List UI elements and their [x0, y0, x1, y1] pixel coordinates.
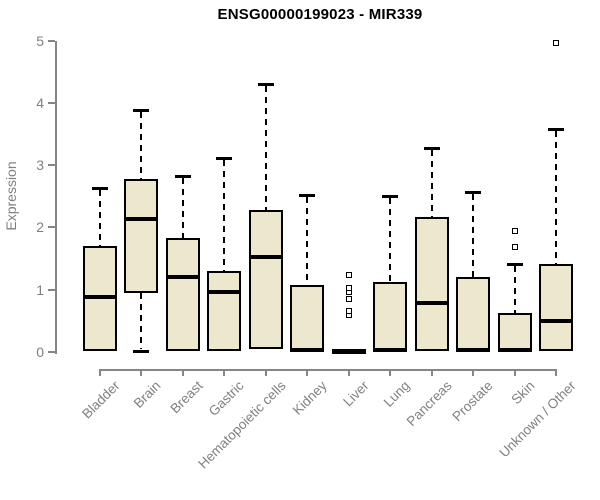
box: [539, 263, 573, 352]
upper-whisker-line: [98, 190, 101, 247]
median-line: [373, 348, 407, 353]
chart-title: ENSG00000199023 - MIR339: [217, 6, 423, 23]
outlier-point: [345, 271, 352, 278]
y-axis-tick: [48, 351, 55, 353]
x-axis-tick: [347, 368, 350, 376]
x-axis-tick: [513, 368, 516, 376]
upper-whisker-cap: [299, 194, 315, 197]
box: [456, 277, 490, 352]
y-axis-tick: [48, 164, 55, 167]
upper-whisker-cap: [506, 263, 523, 267]
box: [248, 209, 283, 349]
outlier-point: [345, 296, 352, 303]
y-axis-tick-label: 0: [36, 344, 44, 360]
x-axis-tick: [140, 368, 142, 376]
x-axis-tick: [472, 368, 474, 376]
upper-whisker-cap: [174, 175, 191, 179]
upper-whisker-line: [513, 266, 516, 314]
upper-whisker-line: [389, 197, 391, 282]
x-axis-line: [98, 368, 557, 371]
x-axis-tick: [181, 368, 184, 376]
median-line: [290, 348, 324, 353]
median-line: [497, 348, 532, 353]
y-axis-tick-label: 4: [36, 94, 44, 111]
median-line: [331, 348, 366, 353]
outlier-point: [345, 284, 352, 291]
box: [207, 271, 241, 351]
y-axis-tick: [48, 226, 55, 229]
upper-whisker-cap: [465, 190, 481, 194]
y-axis-tick-label: 1: [36, 281, 44, 298]
y-axis-tick: [48, 288, 55, 291]
upper-whisker-line: [223, 159, 225, 271]
upper-whisker-cap: [423, 146, 440, 150]
y-axis-line: [55, 40, 57, 354]
upper-whisker-cap: [91, 187, 108, 191]
y-axis-tick: [48, 101, 55, 104]
y-axis-tick-label: 5: [36, 32, 44, 49]
upper-whisker-cap: [216, 156, 232, 160]
upper-whisker-cap: [548, 127, 564, 131]
median-line: [414, 300, 449, 305]
x-axis-tick: [555, 368, 557, 376]
outlier-point: [553, 39, 559, 46]
box: [124, 179, 158, 293]
upper-whisker-line: [472, 193, 474, 278]
upper-whisker-cap: [382, 194, 398, 198]
x-axis-tick: [306, 368, 308, 376]
upper-whisker-line: [430, 149, 433, 217]
box: [165, 237, 200, 351]
x-axis-tick: [389, 368, 391, 376]
median-line: [248, 254, 283, 259]
upper-whisker-line: [181, 178, 184, 238]
upper-whisker-line: [306, 197, 308, 285]
box: [497, 313, 532, 352]
x-axis-tick: [430, 368, 433, 376]
outlier-point: [511, 244, 518, 251]
median-line: [207, 289, 241, 294]
outlier-point: [345, 307, 352, 314]
upper-whisker-line: [140, 112, 142, 180]
lower-whisker-line: [140, 292, 142, 349]
median-line: [456, 348, 490, 353]
outlier-point: [511, 227, 518, 234]
median-line: [539, 318, 573, 323]
box: [414, 216, 449, 351]
y-axis-tick-label: 3: [36, 157, 44, 174]
box: [373, 281, 407, 352]
y-axis-tick: [48, 39, 55, 42]
upper-whisker-cap: [133, 109, 149, 113]
x-axis-tick: [223, 368, 225, 376]
x-axis-tick: [98, 368, 101, 376]
median-line: [82, 295, 117, 300]
upper-whisker-line: [264, 86, 267, 210]
upper-whisker-line: [555, 130, 557, 264]
x-axis-tick: [264, 368, 267, 376]
median-line: [165, 275, 200, 280]
upper-whisker-cap: [257, 83, 274, 87]
box: [290, 284, 324, 352]
lower-whisker-cap: [133, 349, 149, 353]
y-axis-tick-label: 2: [36, 219, 44, 236]
median-line: [124, 216, 158, 221]
